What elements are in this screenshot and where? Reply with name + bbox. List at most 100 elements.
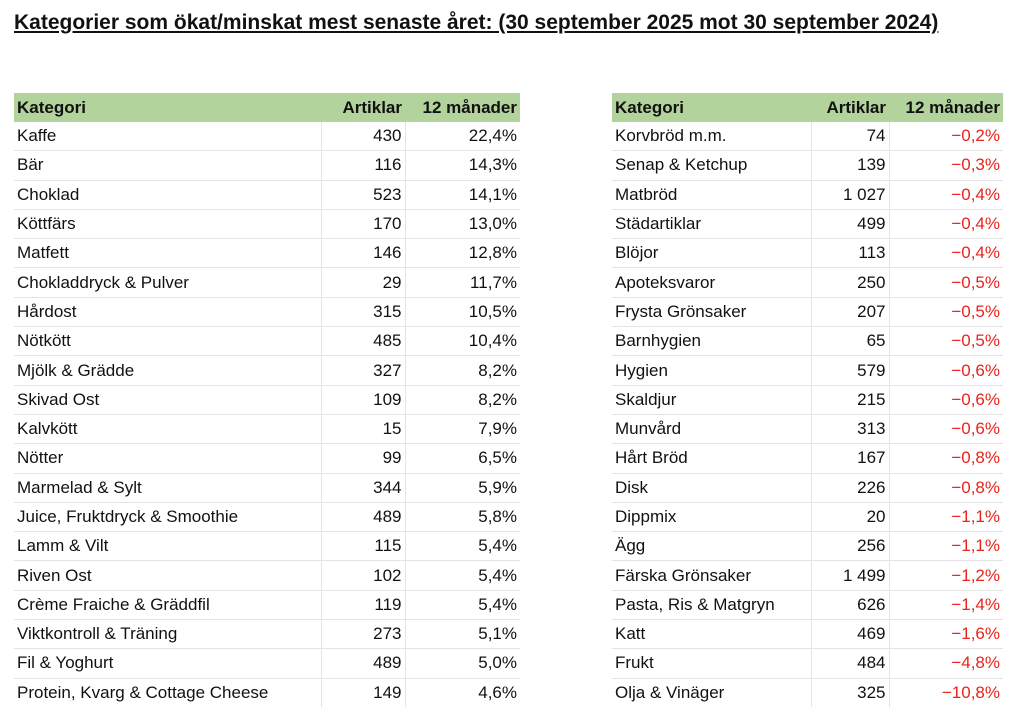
cell-artiklar: 15 — [321, 414, 406, 445]
decreased-table: Kategori Artiklar 12 månader Korvbröd m.… — [612, 93, 1003, 707]
header-12-manader: 12 månader — [889, 93, 1003, 122]
cell-artiklar: 74 — [811, 122, 890, 152]
cell-kategori: Dippmix — [612, 502, 812, 533]
table-row: Kaffe 430 22,4% — [14, 122, 520, 152]
table-header-row: Kategori Artiklar 12 månader — [14, 93, 520, 122]
cell-change: −0,4% — [889, 180, 1003, 210]
cell-change: −0,3% — [889, 150, 1003, 181]
cell-change: −10,8% — [941, 682, 1000, 702]
cell-artiklar: 523 — [321, 180, 406, 210]
cell-change: −0,2% — [889, 122, 1003, 152]
cell-artiklar: 344 — [321, 473, 406, 503]
cell-artiklar: 430 — [321, 122, 406, 152]
cell-kategori: Färska Grönsaker — [612, 560, 812, 591]
table-row: Frukt 484 −4,8% — [612, 648, 1003, 679]
cell-artiklar: 313 — [811, 414, 890, 445]
cell-artiklar: 485 — [321, 326, 406, 357]
table-row: Kalvkött 15 7,9% — [14, 414, 520, 445]
table-row: Mjölk & Grädde 327 8,2% — [14, 355, 520, 386]
cell-kategori: Choklad — [14, 180, 322, 210]
cell-kategori: Katt — [612, 619, 812, 650]
cell-artiklar: 113 — [811, 238, 890, 269]
table-row: Färska Grönsaker 1 499 −1,2% — [612, 560, 1003, 591]
cell-kategori: Fil & Yoghurt — [14, 648, 322, 679]
cell-change: 5,9% — [405, 473, 520, 503]
cell-artiklar: 579 — [811, 355, 890, 386]
table-row: Apoteksvaror 250 −0,5% — [612, 267, 1003, 298]
cell-change: −0,4% — [889, 209, 1003, 240]
table-row: Nötkött 485 10,4% — [14, 326, 520, 357]
cell-artiklar: 1 027 — [811, 180, 890, 210]
cell-artiklar: 256 — [811, 531, 890, 562]
cell-change: −0,6% — [889, 414, 1003, 445]
cell-kategori: Hårt Bröd — [612, 443, 812, 474]
cell-kategori: Chokladdryck & Pulver — [14, 267, 322, 298]
cell-artiklar: 119 — [321, 590, 406, 621]
cell-artiklar: 149 — [321, 678, 406, 707]
cell-kategori: Städartiklar — [612, 209, 812, 240]
cell-kategori: Disk — [612, 473, 812, 503]
table-row: Viktkontroll & Träning 273 5,1% — [14, 619, 520, 650]
table-row: Ägg 256 −1,1% — [612, 531, 1003, 562]
table-row: Frysta Grönsaker 207 −0,5% — [612, 297, 1003, 328]
cell-kategori: Barnhygien — [612, 326, 812, 357]
header-12-manader: 12 månader — [405, 93, 520, 122]
cell-artiklar: 273 — [321, 619, 406, 650]
cell-change: 14,1% — [405, 180, 520, 210]
table-row: Katt 469 −1,6% — [612, 619, 1003, 650]
cell-change: 6,5% — [405, 443, 520, 474]
cell-kategori: Frukt — [612, 648, 812, 679]
table-row: Nötter 99 6,5% — [14, 443, 520, 474]
header-kategori: Kategori — [612, 93, 811, 122]
cell-kategori: Nötkött — [14, 326, 322, 357]
cell-kategori: Frysta Grönsaker — [612, 297, 812, 328]
cell-artiklar: 489 — [321, 502, 406, 533]
table-row: Hårt Bröd 167 −0,8% — [612, 443, 1003, 474]
header-artiklar: Artiklar — [321, 93, 405, 122]
cell-kategori: Skivad Ost — [14, 385, 322, 415]
cell-kategori: Viktkontroll & Träning — [14, 619, 322, 650]
cell-change: 8,2% — [405, 385, 520, 415]
table-row: Chokladdryck & Pulver 29 11,7% — [14, 267, 520, 298]
cell-change: −0,5% — [889, 297, 1003, 328]
table-row: Bär 116 14,3% — [14, 150, 520, 181]
cell-change: −1,1% — [889, 502, 1003, 533]
table-row: Pasta, Ris & Matgryn 626 −1,4% — [612, 590, 1003, 621]
header-artiklar: Artiklar — [811, 93, 889, 122]
cell-kategori: Marmelad & Sylt — [14, 473, 322, 503]
cell-artiklar: 469 — [811, 619, 890, 650]
cell-kategori: Nötter — [14, 443, 322, 474]
table-row: Skaldjur 215 −0,6% — [612, 385, 1003, 415]
cell-change: 11,7% — [405, 267, 520, 298]
cell-kategori: Olja & Vinäger — [612, 678, 812, 707]
cell-change: 5,0% — [405, 648, 520, 679]
cell-kategori: Korvbröd m.m. — [612, 122, 812, 152]
cell-artiklar: 115 — [321, 531, 406, 562]
cell-artiklar: 65 — [811, 326, 890, 357]
table-row: Dippmix 20 −1,1% — [612, 502, 1003, 533]
cell-kategori: Hygien — [612, 355, 812, 386]
cell-change: 12,8% — [405, 238, 520, 269]
cell-kategori: Protein, Kvarg & Cottage Cheese — [14, 678, 322, 707]
table-row: Köttfärs 170 13,0% — [14, 209, 520, 240]
table-row: Lamm & Vilt 115 5,4% — [14, 531, 520, 562]
table-row: Korvbröd m.m. 74 −0,2% — [612, 122, 1003, 152]
cell-kategori: Riven Ost — [14, 560, 322, 591]
cell-change: −0,5% — [889, 326, 1003, 357]
cell-change: −1,1% — [889, 531, 1003, 562]
cell-artiklar: 29 — [321, 267, 406, 298]
cell-artiklar: 116 — [321, 150, 406, 181]
cell-change: 5,1% — [405, 619, 520, 650]
cell-kategori: Kalvkött — [14, 414, 322, 445]
cell-change: −1,2% — [889, 560, 1003, 591]
cell-kategori: Ägg — [612, 531, 812, 562]
table-row: Riven Ost 102 5,4% — [14, 560, 520, 591]
cell-kategori: Bär — [14, 150, 322, 181]
cell-change: 5,4% — [405, 590, 520, 621]
cell-change: −0,8% — [889, 473, 1003, 503]
cell-artiklar: 146 — [321, 238, 406, 269]
cell-kategori: Lamm & Vilt — [14, 531, 322, 562]
cell-artiklar: 489 — [321, 648, 406, 679]
cell-artiklar: 226 — [811, 473, 890, 503]
table-row: Protein, Kvarg & Cottage Cheese 149 4,6% — [14, 678, 520, 707]
